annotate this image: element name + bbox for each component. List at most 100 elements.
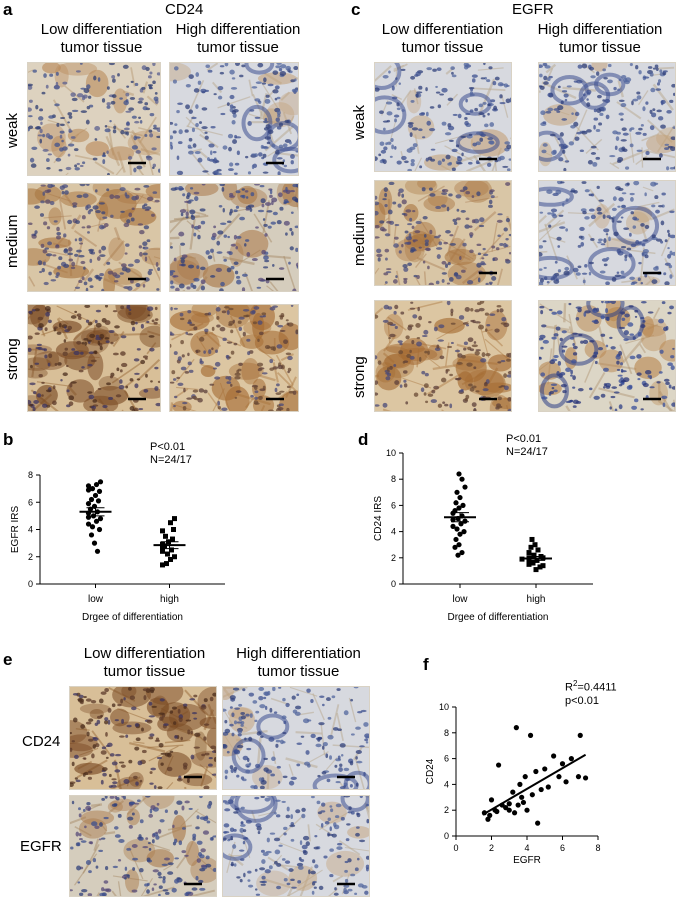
cell-nucleus [29, 382, 35, 385]
stroma-fiber [658, 68, 675, 69]
cell-nucleus [334, 765, 337, 768]
r-squared: R2=0.4411 [565, 677, 617, 695]
cell-nucleus [416, 221, 422, 224]
cell-nucleus [83, 809, 86, 812]
cell-nucleus [210, 697, 214, 702]
cell-nucleus [388, 337, 391, 339]
cell-nucleus [410, 100, 414, 103]
cell-nucleus [182, 827, 186, 830]
cell-nucleus [179, 717, 183, 722]
cell-nucleus [573, 352, 577, 355]
cell-nucleus [252, 165, 254, 170]
cell-nucleus [232, 844, 236, 849]
cell-nucleus [54, 103, 60, 106]
cell-nucleus [549, 360, 555, 364]
cell-nucleus [168, 862, 174, 865]
x-tick-label: 8 [595, 843, 600, 853]
cell-nucleus [497, 305, 502, 308]
cell-nucleus [555, 261, 558, 264]
cell-nucleus [664, 379, 670, 382]
cell-nucleus [230, 695, 236, 700]
cell-nucleus [139, 252, 143, 257]
cell-nucleus [140, 120, 142, 124]
cell-nucleus [571, 112, 574, 115]
cell-nucleus [91, 821, 97, 826]
cell-nucleus [76, 832, 79, 837]
cell-nucleus [484, 123, 489, 127]
cell-nucleus [93, 205, 99, 209]
cell-nucleus [431, 390, 435, 394]
cell-nucleus [238, 321, 242, 324]
cell-nucleus [28, 222, 33, 225]
cell-nucleus [609, 155, 615, 157]
cell-nucleus [285, 232, 288, 235]
cell-nucleus [357, 711, 362, 713]
cell-nucleus [134, 383, 138, 388]
cell-nucleus [147, 720, 153, 724]
cell-nucleus [106, 262, 110, 265]
cell-nucleus [224, 234, 228, 237]
cell-nucleus [470, 235, 473, 238]
cell-nucleus [263, 255, 269, 260]
cell-nucleus [665, 382, 670, 385]
cell-nucleus [98, 850, 103, 852]
cell-nucleus [487, 103, 491, 106]
cell-nucleus [177, 102, 183, 105]
cell-nucleus [491, 276, 496, 281]
cell-nucleus [29, 100, 33, 103]
cell-nucleus [148, 736, 153, 739]
cell-nucleus [429, 193, 435, 197]
cell-nucleus [178, 709, 181, 714]
cell-nucleus [336, 688, 340, 691]
cell-nucleus [256, 894, 260, 896]
data-point [94, 519, 99, 524]
cell-nucleus [92, 399, 96, 403]
cell-nucleus [650, 88, 655, 92]
cell-nucleus [465, 307, 470, 312]
cell-nucleus [105, 337, 110, 339]
cell-nucleus [196, 265, 199, 269]
cell-nucleus [140, 780, 142, 783]
cell-nucleus [56, 227, 60, 232]
cell-nucleus [111, 778, 116, 780]
y-tick-label: 0 [444, 831, 449, 841]
cell-nucleus [135, 322, 138, 325]
data-point [535, 821, 540, 826]
cell-nucleus [154, 96, 159, 101]
micrograph-c-high-weak [538, 62, 676, 172]
cell-nucleus [549, 309, 553, 311]
cell-nucleus [80, 261, 85, 264]
cell-nucleus [450, 243, 456, 246]
cell-nucleus [89, 105, 93, 108]
cell-nucleus [194, 88, 200, 93]
cell-nucleus [170, 751, 174, 753]
data-point [519, 795, 524, 800]
cell-nucleus [656, 381, 660, 383]
cell-nucleus [186, 891, 191, 894]
data-point [521, 800, 526, 805]
cell-nucleus [597, 212, 602, 215]
cell-nucleus [69, 383, 72, 387]
cell-nucleus [595, 157, 600, 160]
cell-nucleus [136, 166, 142, 170]
cell-nucleus [665, 239, 668, 242]
cell-nucleus [294, 78, 297, 81]
cell-nucleus [602, 99, 605, 101]
cell-nucleus [465, 99, 468, 103]
cell-nucleus [240, 879, 243, 883]
cell-nucleus [612, 130, 618, 134]
cell-nucleus [41, 382, 44, 384]
cell-nucleus [80, 352, 84, 355]
cell-nucleus [416, 91, 422, 93]
cell-nucleus [206, 855, 210, 859]
stain-region [237, 186, 257, 204]
cell-nucleus [160, 762, 163, 765]
cell-nucleus [185, 216, 188, 218]
cell-nucleus [120, 211, 124, 213]
cell-nucleus [142, 241, 147, 246]
cell-nucleus [503, 373, 507, 378]
cell-nucleus [179, 283, 185, 288]
cell-nucleus [224, 823, 230, 827]
cell-nucleus [499, 102, 505, 104]
cell-nucleus [630, 63, 633, 66]
